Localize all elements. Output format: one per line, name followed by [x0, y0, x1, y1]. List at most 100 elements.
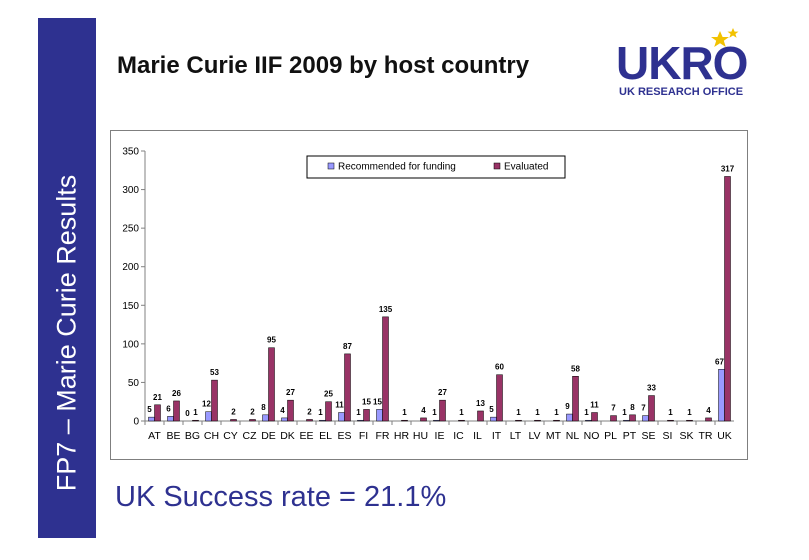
- data-label: 21: [153, 393, 162, 402]
- data-label: 2: [231, 407, 236, 416]
- x-tick-label: HU: [413, 430, 428, 442]
- data-label: 1: [459, 408, 464, 417]
- bar-evaluated: [515, 419, 522, 422]
- data-label: 317: [721, 164, 735, 173]
- data-label: 1: [668, 408, 673, 417]
- y-tick-label: 150: [122, 301, 139, 312]
- success-rate: UK Success rate = 21.1%: [115, 481, 447, 513]
- bar-evaluated: [230, 419, 237, 422]
- data-label: 1: [554, 408, 559, 417]
- bar-recommended: [357, 419, 364, 422]
- x-tick-label: SI: [663, 430, 673, 442]
- y-tick-label: 250: [122, 224, 139, 235]
- bar-recommended: [319, 419, 326, 422]
- data-label: 26: [172, 389, 181, 398]
- data-label: 7: [611, 404, 616, 413]
- bar-evaluated: [553, 419, 560, 422]
- bar-evaluated: [686, 419, 693, 422]
- slide-title: Marie Curie IIF 2009 by host country: [117, 52, 530, 79]
- data-label: 4: [706, 406, 711, 415]
- data-label: 11: [590, 401, 599, 410]
- x-tick-label: IC: [453, 430, 464, 442]
- data-label: 5: [489, 405, 494, 414]
- x-tick-label: EE: [299, 430, 313, 442]
- bar-recommended: [205, 411, 212, 422]
- data-label: 1: [687, 408, 692, 417]
- data-label: 15: [373, 397, 382, 406]
- data-label: 5: [147, 405, 152, 414]
- data-label: 1: [356, 408, 361, 417]
- data-label: 67: [715, 357, 724, 366]
- y-tick-label: 350: [122, 147, 139, 158]
- bar-recommended: [376, 409, 383, 422]
- data-label: 1: [535, 408, 540, 417]
- bar-recommended: [148, 416, 155, 422]
- bar-evaluated: [420, 417, 427, 422]
- bar-evaluated: [249, 419, 256, 422]
- bar-recommended: [338, 412, 345, 422]
- bar-evaluated: [572, 376, 579, 422]
- bar-evaluated: [496, 374, 503, 422]
- bar-evaluated: [629, 414, 636, 422]
- bar-evaluated: [306, 419, 313, 422]
- y-tick-label: 50: [128, 378, 140, 389]
- legend-swatch-recommended: [327, 162, 335, 170]
- bar-evaluated: [610, 415, 617, 422]
- x-tick-label: SE: [641, 430, 655, 442]
- data-label: 58: [571, 364, 580, 373]
- bar-recommended: [642, 415, 649, 422]
- data-label: 13: [476, 399, 485, 408]
- x-tick-label: AT: [148, 430, 161, 442]
- bar-evaluated: [534, 419, 541, 422]
- x-tick-label: SK: [679, 430, 693, 442]
- data-label: 7: [641, 404, 646, 413]
- bar-recommended: [585, 419, 592, 422]
- bar-evaluated: [458, 419, 465, 422]
- data-label: 60: [495, 363, 504, 372]
- x-tick-label: MT: [546, 430, 562, 442]
- data-label: 1: [432, 408, 437, 417]
- x-tick-label: ES: [337, 430, 351, 442]
- x-tick-label: IE: [435, 430, 445, 442]
- legend-swatch-evaluated: [493, 162, 501, 170]
- bar-evaluated: [192, 419, 199, 422]
- logo-wordmark: UKRO: [616, 37, 748, 89]
- bar-evaluated: [344, 353, 351, 422]
- x-tick-label: BE: [166, 430, 180, 442]
- bar-evaluated: [401, 419, 408, 422]
- legend-label-evaluated: Evaluated: [504, 162, 548, 173]
- star-icon: [711, 31, 729, 47]
- data-label: 1: [402, 408, 407, 417]
- bar-evaluated: [363, 409, 370, 422]
- bar-evaluated: [154, 404, 161, 422]
- x-tick-label: HR: [394, 430, 410, 442]
- data-label: 1: [584, 408, 589, 417]
- data-label: 1: [516, 408, 521, 417]
- data-label: 27: [438, 388, 447, 397]
- data-label: 6: [166, 404, 171, 413]
- bar-evaluated: [211, 379, 218, 422]
- data-label: 9: [565, 402, 570, 411]
- bar-recommended: [167, 416, 174, 422]
- x-tick-label: TR: [699, 430, 713, 442]
- bar-evaluated: [173, 400, 180, 422]
- sidebar-title: FP7 – Marie Curie Results: [51, 174, 82, 492]
- legend-label-recommended: Recommended for funding: [338, 162, 456, 173]
- bar-recommended: [718, 369, 725, 422]
- bar-recommended: [623, 419, 630, 422]
- bar-recommended: [490, 416, 497, 422]
- sidebar-band: [38, 18, 96, 538]
- x-tick-label: EL: [319, 430, 332, 442]
- bar-recommended: [433, 419, 440, 422]
- x-tick-label: CY: [223, 430, 238, 442]
- x-tick-label: FI: [359, 430, 368, 442]
- data-label: 11: [335, 401, 344, 410]
- x-tick-label: UK: [717, 430, 732, 442]
- x-tick-label: DK: [280, 430, 295, 442]
- data-label: 1: [193, 408, 198, 417]
- logo-subtitle: UK RESEARCH OFFICE: [619, 86, 744, 98]
- x-tick-label: DE: [261, 430, 276, 442]
- data-label: 15: [362, 397, 371, 406]
- x-tick-label: LV: [528, 430, 540, 442]
